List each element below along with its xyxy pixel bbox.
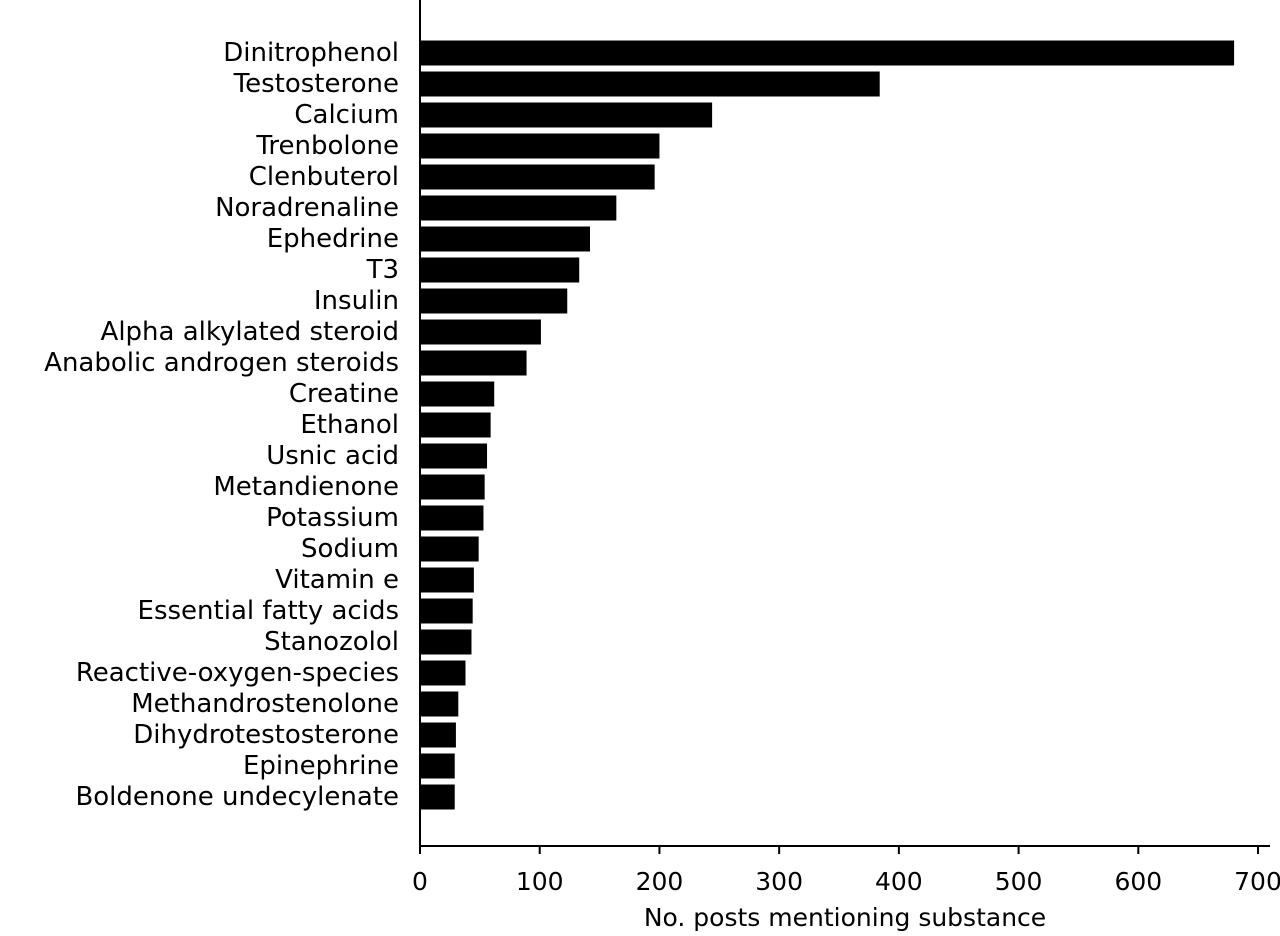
bar [420,536,479,562]
x-ticks-group: 0 100 200 300 400 500 600 700 [412,846,1280,896]
category-label: Noradrenaline [215,193,399,223]
category-label: Epinephrine [243,751,399,781]
category-label: Trenbolone [255,131,399,161]
bar [420,71,880,97]
category-label: T3 [366,255,399,285]
bars-group [420,40,1235,810]
category-label: Reactive-oxygen-species [76,658,399,688]
category-label: Testosterone [233,69,399,99]
bar [420,40,1235,66]
x-tick-label: 700 [1234,867,1280,896]
bar [420,784,455,810]
category-label: Calcium [294,100,399,130]
category-label: Usnic acid [266,441,399,471]
x-tick-label: 0 [412,867,428,896]
bar [420,443,488,469]
category-label: Dihydrotestosterone [133,720,399,750]
bar [420,505,484,531]
category-label: Ephedrine [267,224,399,254]
category-label: Dinitrophenol [223,38,399,68]
category-label: Insulin [314,286,399,316]
bar [420,102,713,128]
bar [420,319,541,345]
bar [420,691,459,717]
category-label: Stanozolol [264,627,399,657]
bar [420,567,474,593]
category-label: Potassium [266,503,399,533]
bar [420,474,485,500]
category-label: Anabolic androgen steroids [44,348,399,378]
x-tick-label: 600 [1114,867,1162,896]
bar [420,722,456,748]
bar [420,288,568,314]
bar [420,598,473,624]
category-label: Essential fatty acids [138,596,399,626]
category-label: Ethanol [300,410,399,440]
category-label: Methandrostenolone [131,689,399,719]
category-label: Creatine [289,379,399,409]
bar [420,195,617,221]
bar [420,350,527,376]
category-label: Alpha alkylated steroid [101,317,399,347]
category-label: Vitamin e [275,565,399,595]
bar [420,257,580,283]
bar [420,629,472,655]
category-label: Clenbuterol [249,162,399,192]
x-tick-label: 400 [875,867,923,896]
bar [420,226,590,252]
category-labels-group: DinitrophenolTestosteroneCalciumTrenbolo… [44,38,399,812]
bar [420,381,495,407]
bar [420,660,466,686]
category-label: Metandienone [213,472,399,502]
bar [420,412,491,438]
bar [420,133,660,159]
x-tick-label: 300 [755,867,803,896]
x-tick-label: 100 [516,867,564,896]
category-label: Sodium [301,534,399,564]
x-axis-title: No. posts mentioning substance [644,903,1046,932]
category-label: Boldenone undecylenate [75,782,399,812]
bar [420,164,655,190]
x-tick-label: 200 [636,867,684,896]
x-tick-label: 500 [995,867,1043,896]
bar [420,753,455,779]
